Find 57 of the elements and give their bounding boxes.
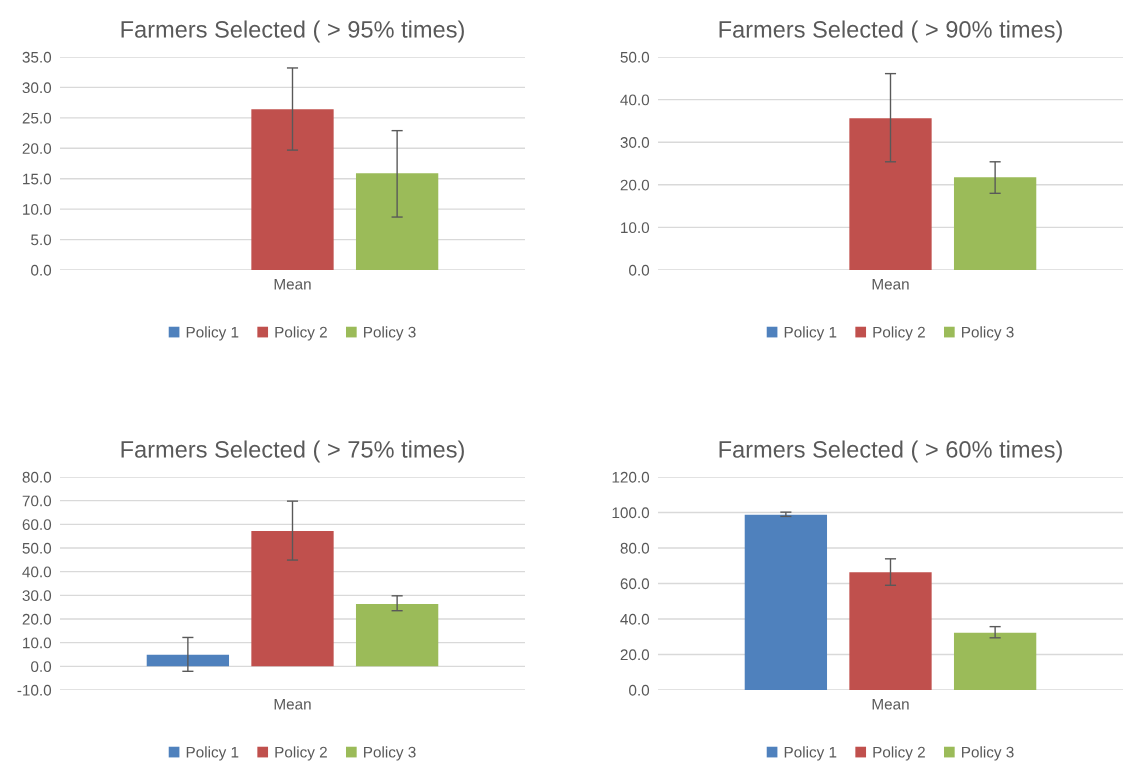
legend-label: Policy 2 bbox=[873, 746, 925, 761]
y-tick-label: 20.0 bbox=[22, 613, 52, 625]
bar bbox=[355, 604, 439, 667]
chart-title: Farmers Selected ( > 95% times) bbox=[121, 20, 464, 43]
legend-label: Policy 1 bbox=[784, 326, 837, 341]
y-tick-label: 20.0 bbox=[22, 143, 52, 154]
legend-label: Policy 1 bbox=[784, 746, 837, 761]
y-tick-label: 10.0 bbox=[23, 204, 52, 215]
y-tick-label: 80.0 bbox=[620, 542, 650, 554]
legend-label: Policy 2 bbox=[275, 326, 327, 341]
x-tick-label: Mean bbox=[274, 698, 311, 710]
y-tick-label: 0.0 bbox=[629, 264, 650, 276]
y-tick-label: 80.0 bbox=[22, 471, 52, 483]
y-tick-label: 15.0 bbox=[23, 173, 52, 185]
y-tick-label: 70.0 bbox=[22, 495, 52, 507]
y-tick-label: 10.0 bbox=[23, 637, 52, 649]
y-tick-label: 60.0 bbox=[620, 578, 650, 590]
chart-title: Farmers Selected ( > 60% times) bbox=[719, 440, 1062, 463]
legend-label: Policy 2 bbox=[873, 326, 925, 341]
bar bbox=[744, 514, 828, 690]
y-tick-label: 50.0 bbox=[22, 542, 52, 554]
x-tick-label: Mean bbox=[274, 278, 311, 290]
y-tick-label: 30.0 bbox=[620, 137, 650, 148]
y-tick-label: 30.0 bbox=[22, 82, 52, 94]
y-tick-label: 0.0 bbox=[31, 264, 52, 276]
y-tick-label: 0.0 bbox=[31, 661, 52, 673]
legend-label: Policy 3 bbox=[364, 326, 416, 341]
bar bbox=[146, 654, 230, 667]
bar bbox=[953, 632, 1037, 690]
y-tick-label: 10.0 bbox=[621, 222, 650, 234]
y-tick-label: 120.0 bbox=[612, 471, 650, 483]
chart-title: Farmers Selected ( > 75% times) bbox=[121, 440, 464, 463]
y-tick-label: 30.0 bbox=[22, 590, 52, 602]
y-tick-label: 60.0 bbox=[22, 519, 52, 531]
x-tick-label: Mean bbox=[872, 698, 909, 710]
y-tick-label: 100.0 bbox=[612, 507, 650, 519]
y-tick-label: 50.0 bbox=[620, 51, 650, 63]
legend-label: Policy 1 bbox=[186, 746, 239, 761]
y-tick-label: 40.0 bbox=[620, 613, 650, 625]
bar bbox=[849, 572, 932, 690]
y-tick-label: 20.0 bbox=[620, 649, 650, 661]
legend-label: Policy 3 bbox=[962, 746, 1014, 761]
y-tick-label: 20.0 bbox=[620, 179, 650, 191]
x-tick-label: Mean bbox=[872, 278, 909, 290]
legend-label: Policy 3 bbox=[962, 326, 1014, 341]
bar bbox=[251, 530, 334, 667]
y-tick-label: 25.0 bbox=[22, 112, 52, 124]
legend-label: Policy 3 bbox=[364, 746, 416, 761]
y-tick-label: 40.0 bbox=[22, 566, 52, 578]
chart-title: Farmers Selected ( > 90% times) bbox=[719, 20, 1062, 43]
legend-label: Policy 1 bbox=[186, 326, 239, 341]
y-tick-label: 35.0 bbox=[22, 51, 52, 63]
y-tick-label: 5.0 bbox=[31, 234, 52, 246]
y-tick-label: -10.0 bbox=[17, 684, 52, 696]
y-tick-label: 0.0 bbox=[629, 684, 650, 696]
y-tick-label: 40.0 bbox=[620, 94, 650, 106]
legend-label: Policy 2 bbox=[275, 746, 327, 761]
